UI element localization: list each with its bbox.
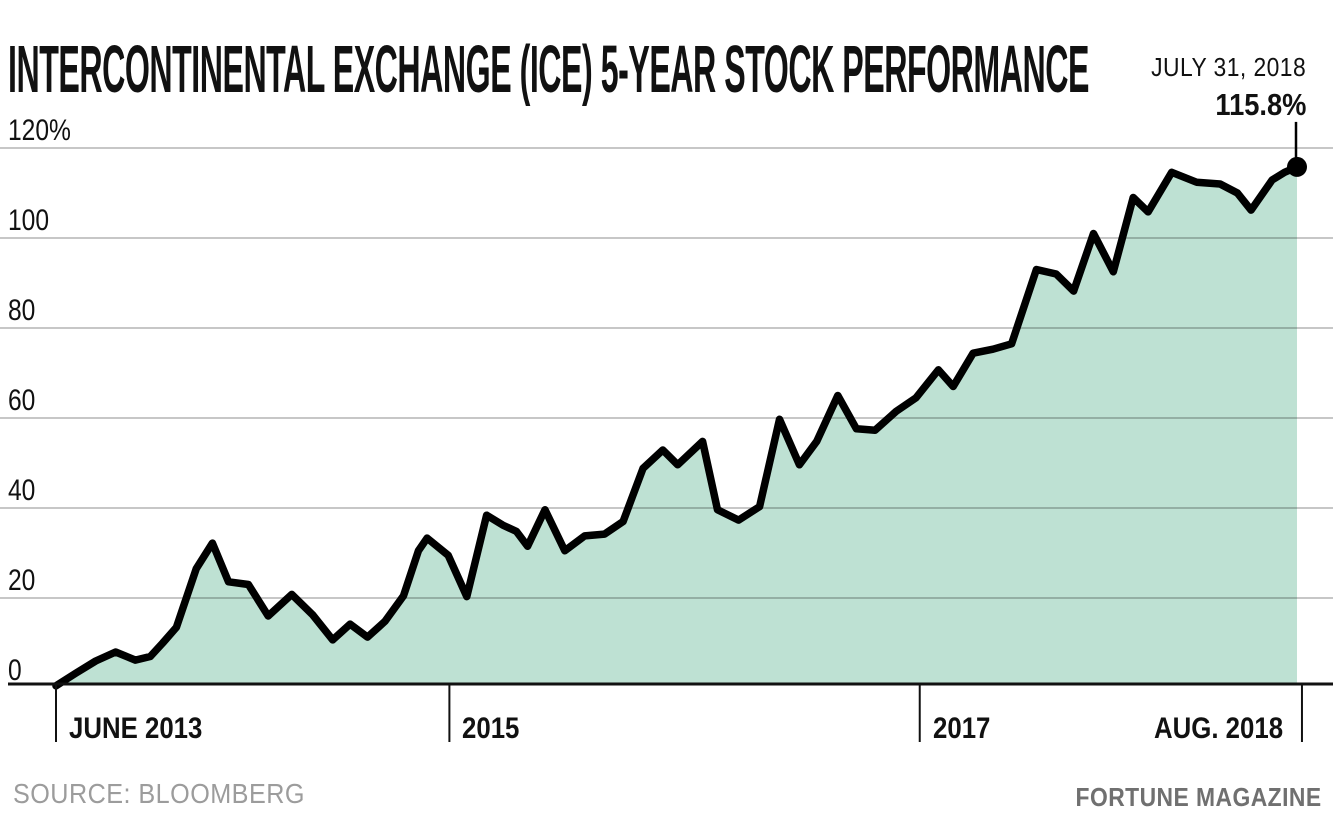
x-axis-label-june-2013: JUNE 2013: [69, 712, 203, 745]
performance-line: [52, 163, 1301, 690]
annotation-date: JULY 31, 2018: [1151, 52, 1306, 82]
end-value-annotation: JULY 31, 2018 115.8%: [1130, 52, 1306, 123]
y-axis-label-20: 20: [8, 564, 36, 597]
y-axis-label-0: 0: [8, 654, 22, 687]
chart-title: INTERCONTINENTAL EXCHANGE (ICE) 5-YEAR S…: [8, 32, 1089, 107]
y-axis-label-40: 40: [8, 474, 36, 507]
annotation-value: 115.8%: [1214, 87, 1306, 122]
y-axis-label-80: 80: [8, 294, 36, 327]
x-axis-label-2015: 2015: [462, 712, 520, 745]
source-credit: SOURCE: BLOOMBERG: [13, 778, 305, 809]
y-axis-label-60: 60: [8, 384, 36, 417]
y-axis-label-120: 120%: [8, 114, 71, 147]
area-fill: [56, 166, 1297, 686]
x-axis-label-2017: 2017: [932, 712, 991, 745]
x-axis-label-aug-2018: AUG. 2018: [1153, 712, 1283, 745]
publisher-credit: FORTUNE MAGAZINE: [1075, 782, 1322, 812]
end-point-marker: [1287, 156, 1307, 177]
y-axis-label-100: 100: [8, 204, 50, 237]
